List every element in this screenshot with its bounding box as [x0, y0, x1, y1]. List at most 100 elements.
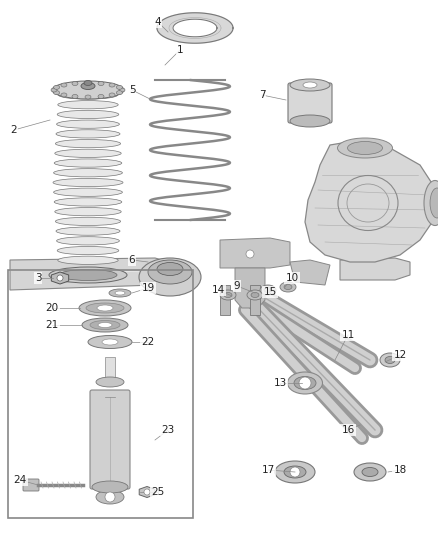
Ellipse shape	[81, 83, 95, 90]
Polygon shape	[10, 258, 180, 295]
Ellipse shape	[109, 83, 115, 87]
Ellipse shape	[72, 94, 78, 99]
Ellipse shape	[56, 130, 120, 138]
Ellipse shape	[338, 138, 392, 158]
Ellipse shape	[53, 179, 123, 187]
Ellipse shape	[287, 372, 322, 394]
Text: 18: 18	[393, 465, 406, 475]
Polygon shape	[235, 268, 265, 308]
Ellipse shape	[220, 290, 236, 300]
Ellipse shape	[79, 300, 131, 316]
Ellipse shape	[58, 101, 118, 109]
Ellipse shape	[139, 258, 201, 296]
Ellipse shape	[55, 207, 121, 216]
Text: 21: 21	[46, 320, 59, 330]
Ellipse shape	[119, 88, 125, 92]
Ellipse shape	[385, 357, 395, 364]
Circle shape	[290, 467, 300, 477]
Ellipse shape	[98, 82, 104, 85]
Ellipse shape	[97, 305, 113, 311]
Polygon shape	[139, 487, 155, 497]
Text: 14: 14	[212, 285, 225, 295]
Ellipse shape	[86, 303, 124, 313]
Text: 13: 13	[273, 378, 286, 388]
Polygon shape	[173, 19, 217, 37]
Ellipse shape	[55, 140, 120, 148]
Polygon shape	[220, 238, 290, 268]
Ellipse shape	[294, 376, 316, 390]
Ellipse shape	[53, 188, 122, 196]
Ellipse shape	[84, 80, 92, 85]
Text: 16: 16	[341, 425, 355, 435]
Ellipse shape	[224, 293, 232, 297]
Text: 4: 4	[155, 17, 161, 27]
Ellipse shape	[58, 91, 117, 99]
Text: 17: 17	[261, 465, 275, 475]
Text: 6: 6	[129, 255, 135, 265]
Ellipse shape	[54, 159, 122, 167]
Text: 15: 15	[263, 287, 277, 297]
Ellipse shape	[280, 282, 296, 292]
Circle shape	[246, 250, 254, 258]
Text: 10: 10	[286, 273, 299, 283]
Ellipse shape	[96, 377, 124, 387]
Text: 5: 5	[129, 85, 135, 95]
FancyBboxPatch shape	[90, 390, 130, 489]
Circle shape	[105, 492, 115, 502]
Ellipse shape	[260, 285, 276, 295]
Ellipse shape	[58, 256, 118, 264]
Bar	[220, 285, 230, 315]
Ellipse shape	[53, 91, 60, 95]
Polygon shape	[157, 13, 233, 43]
Ellipse shape	[275, 461, 315, 483]
Polygon shape	[305, 140, 435, 262]
Polygon shape	[51, 272, 69, 284]
Ellipse shape	[53, 85, 60, 90]
Text: 22: 22	[141, 337, 155, 347]
Ellipse shape	[290, 115, 330, 127]
Ellipse shape	[54, 198, 122, 206]
Ellipse shape	[303, 82, 317, 88]
Ellipse shape	[59, 270, 117, 280]
Ellipse shape	[117, 85, 122, 90]
Text: 3: 3	[35, 273, 41, 283]
Ellipse shape	[96, 490, 124, 504]
Ellipse shape	[85, 95, 91, 99]
Bar	[250, 285, 260, 315]
Ellipse shape	[354, 463, 386, 481]
Ellipse shape	[88, 335, 132, 349]
Text: 2: 2	[11, 125, 18, 135]
Bar	[8, 270, 193, 518]
Ellipse shape	[90, 320, 120, 329]
Ellipse shape	[362, 467, 378, 477]
Text: 23: 23	[161, 425, 175, 435]
Ellipse shape	[109, 289, 131, 297]
Ellipse shape	[57, 120, 120, 128]
Circle shape	[299, 377, 311, 389]
Ellipse shape	[98, 322, 112, 327]
FancyBboxPatch shape	[288, 83, 332, 123]
Circle shape	[144, 489, 150, 495]
Text: 12: 12	[393, 350, 406, 360]
Ellipse shape	[424, 181, 438, 225]
Ellipse shape	[251, 293, 259, 297]
Ellipse shape	[49, 267, 127, 283]
Ellipse shape	[57, 237, 120, 245]
Text: 25: 25	[152, 487, 165, 497]
Ellipse shape	[61, 83, 67, 87]
Ellipse shape	[380, 353, 400, 367]
Text: 7: 7	[259, 90, 265, 100]
Polygon shape	[340, 258, 410, 280]
Circle shape	[57, 275, 63, 281]
Ellipse shape	[57, 110, 119, 118]
Bar	[105, 357, 115, 382]
Ellipse shape	[92, 481, 128, 493]
Ellipse shape	[56, 227, 120, 235]
Ellipse shape	[109, 93, 115, 97]
Ellipse shape	[347, 141, 382, 155]
Ellipse shape	[53, 168, 122, 177]
Ellipse shape	[98, 94, 104, 99]
Ellipse shape	[290, 79, 330, 91]
Text: 9: 9	[234, 281, 240, 291]
Ellipse shape	[264, 287, 272, 293]
